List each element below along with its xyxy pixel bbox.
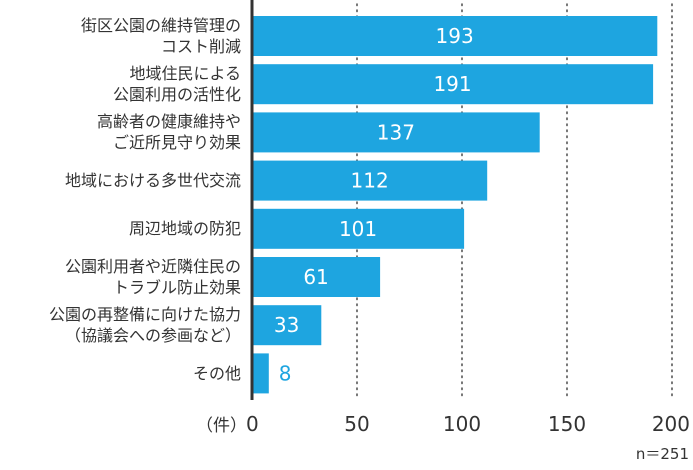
category-label-line: （協議会への参画など） [64, 326, 241, 346]
bar [252, 208, 465, 249]
bar-value-label: 112 [351, 169, 389, 193]
x-tick-label: 100 [443, 412, 481, 436]
bar [252, 257, 381, 297]
unit-label: （件） [196, 416, 247, 436]
bar-value-label: 8 [279, 361, 292, 385]
bar-value-label: 193 [436, 24, 474, 48]
bar [252, 112, 540, 153]
sample-size-note: n＝251 [635, 445, 689, 463]
bar [252, 353, 269, 394]
bar [252, 160, 488, 201]
category-label-line: 地域における多世代交流 [64, 171, 241, 191]
category-label-line: コスト削減 [160, 37, 241, 56]
category-label-line: 公園利用者や近隣住民の [64, 257, 241, 276]
bar [252, 64, 654, 105]
category-label: 地域における多世代交流 [65, 170, 241, 191]
bar-value-label: 191 [433, 72, 471, 96]
x-tick-label: 200 [652, 412, 690, 436]
category-label-line: 高齢者の健康維持や [96, 112, 241, 132]
bar-value-label: 137 [377, 120, 415, 144]
category-label-line: その他 [192, 363, 241, 383]
category-label-line: トラブル防止効果 [112, 278, 241, 297]
category-label-line: 周辺地域の防犯 [128, 219, 241, 239]
category-label: 公園利用者や近隣住民のトラブル防止効果 [65, 256, 241, 298]
bar-value-label: 33 [274, 313, 299, 337]
x-tick-label: 0 [246, 412, 259, 436]
category-label: 街区公園の維持管理のコスト削減 [81, 15, 241, 57]
category-label: その他 [193, 363, 241, 384]
bar-value-label: 101 [339, 217, 377, 241]
category-label: 周辺地域の防犯 [129, 218, 241, 239]
category-label: 高齢者の健康維持や ご近所見守り効果 [97, 111, 241, 153]
category-label-line: ご近所見守り効果 [112, 133, 241, 153]
category-label: 地域住民による 公園利用の活性化 [113, 63, 241, 105]
category-label-line: 公園の再整備に向けた協力 [48, 305, 241, 325]
category-label-line: 地域住民による [129, 64, 241, 84]
category-label-line: 公園利用の活性化 [112, 85, 241, 105]
x-tick-label: 50 [344, 412, 369, 436]
bar [252, 16, 658, 56]
bar [252, 305, 322, 346]
category-label-line: 街区公園の維持管理の [80, 16, 241, 35]
x-tick-label: 150 [548, 412, 586, 436]
category-label: 公園の再整備に向けた協力 （協議会への参画など） [49, 304, 241, 346]
bar-value-label: 61 [303, 265, 328, 289]
